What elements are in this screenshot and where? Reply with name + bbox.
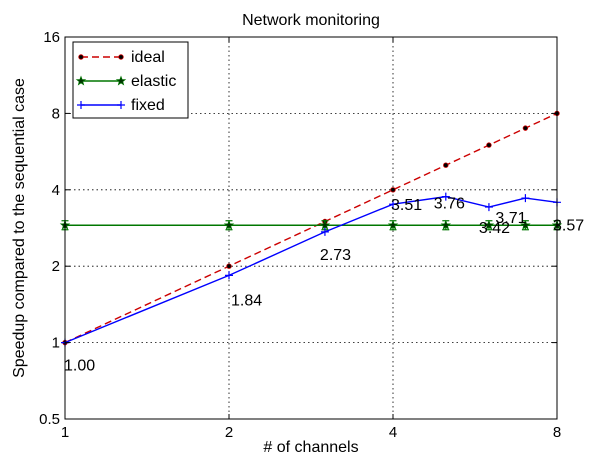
data-label: 3.51 xyxy=(391,197,422,214)
legend-label: ideal xyxy=(131,49,165,66)
legend: ideal elastic fixed xyxy=(72,41,189,119)
legend-label: fixed xyxy=(131,97,165,114)
legend-entry-ideal: ideal xyxy=(78,49,165,66)
data-point xyxy=(440,219,452,230)
legend-entry-elastic: elastic xyxy=(75,73,176,90)
data-point xyxy=(223,219,235,230)
data-label: 3.71 xyxy=(495,210,526,227)
chart-title: Network monitoring xyxy=(242,12,380,29)
y-tick-label: 1 xyxy=(52,335,60,352)
legend-marker xyxy=(118,54,124,60)
data-label: 1.00 xyxy=(64,358,95,375)
legend-entry-fixed: fixed xyxy=(77,97,165,114)
legend-marker xyxy=(77,101,85,109)
data-point xyxy=(390,187,396,193)
data-point xyxy=(483,219,495,230)
data-point xyxy=(320,227,329,236)
y-tick-label: 4 xyxy=(52,182,60,199)
legend-marker xyxy=(75,75,87,86)
x-tick-label: 4 xyxy=(389,424,397,441)
legend-marker xyxy=(117,101,125,109)
data-label: 3.76 xyxy=(434,196,465,213)
data-label: 1.84 xyxy=(231,292,262,309)
data-label: 2.73 xyxy=(320,247,351,264)
data-point xyxy=(226,263,232,269)
legend-label: elastic xyxy=(131,73,176,90)
data-point xyxy=(389,200,397,209)
series-layer xyxy=(59,110,563,347)
data-point xyxy=(484,203,493,212)
data-point xyxy=(522,125,529,131)
y-axis-label: Speedup compared to the sequential case xyxy=(11,78,28,378)
data-point xyxy=(443,162,449,168)
x-tick-label: 8 xyxy=(553,424,561,441)
frame-layer xyxy=(64,36,558,420)
series-line-ideal xyxy=(64,112,558,344)
y-tick-label: 16 xyxy=(43,29,60,46)
annotation-layer: 1.00 1.84 2.73 3.51 3.76 3.423.71 3.57 xyxy=(64,196,584,375)
x-axis-label: # of channels xyxy=(263,439,358,456)
plot-frame xyxy=(64,36,558,420)
data-point xyxy=(520,219,531,230)
data-point xyxy=(441,192,450,201)
data-point xyxy=(387,219,399,230)
data-point xyxy=(225,271,233,280)
grid-layer xyxy=(65,37,557,419)
legend-marker xyxy=(78,54,84,60)
legend-marker xyxy=(115,75,127,86)
x-tick-label: 2 xyxy=(225,424,233,441)
y-tick-label: 2 xyxy=(52,258,60,275)
data-point xyxy=(319,219,331,230)
data-label: 3.42 xyxy=(479,220,510,237)
series-line-fixed xyxy=(64,195,558,344)
data-point xyxy=(521,194,530,203)
data-point xyxy=(486,142,492,148)
y-tick-label: 8 xyxy=(52,105,60,122)
y-tick-label: 0.5 xyxy=(39,411,60,428)
x-tick-label: 1 xyxy=(61,424,69,441)
data-label: 3.57 xyxy=(553,217,584,234)
series-fixed xyxy=(61,192,561,347)
